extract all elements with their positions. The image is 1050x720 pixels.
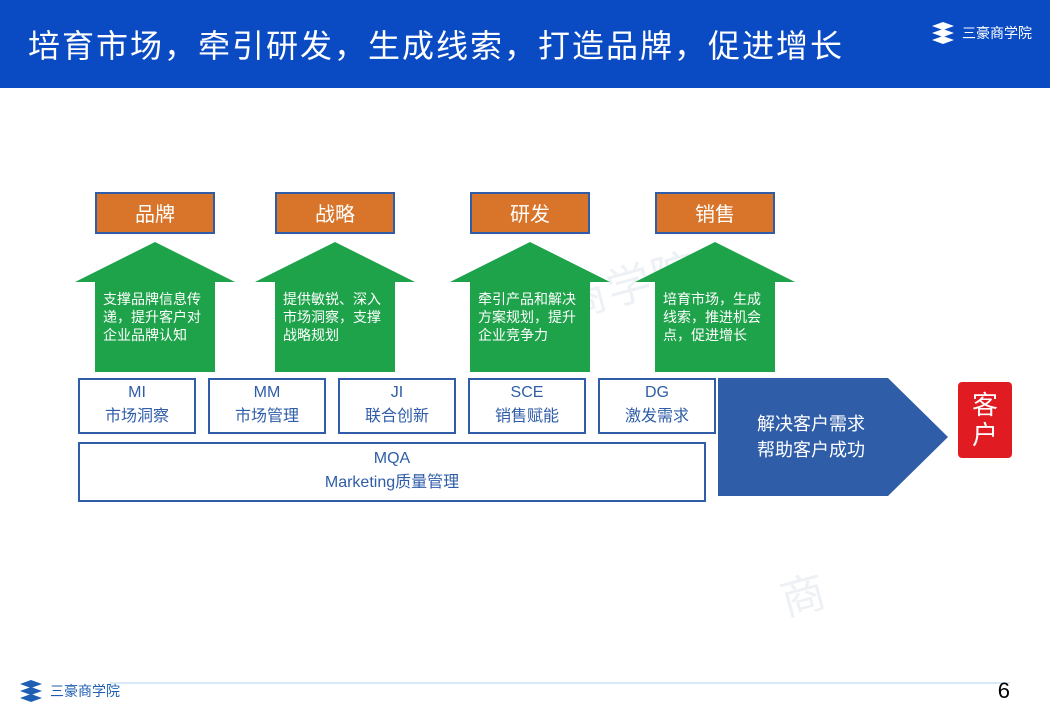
category-box: 销售 bbox=[655, 192, 775, 234]
up-arrow-text: 支撑品牌信息传递，提升客户对企业品牌认知 bbox=[95, 282, 215, 372]
up-arrow: 提供敏锐、深入市场洞察，支撑战略规划 bbox=[255, 242, 415, 372]
footer-logo-text: 三豪商学院 bbox=[50, 681, 120, 701]
page-number: 6 bbox=[998, 678, 1010, 704]
mqa-name: Marketing质量管理 bbox=[80, 468, 704, 492]
function-name: 市场洞察 bbox=[80, 402, 194, 426]
customer-box: 客 户 bbox=[958, 382, 1012, 458]
function-code: MM bbox=[210, 384, 324, 402]
footer-line bbox=[110, 682, 1010, 684]
customer-line1: 客 bbox=[958, 390, 1012, 420]
function-code: SCE bbox=[470, 384, 584, 402]
function-name: 销售赋能 bbox=[470, 402, 584, 426]
footer-logo-icon bbox=[18, 680, 44, 702]
up-arrow: 培育市场，生成线索，推进机会点，促进增长 bbox=[635, 242, 795, 372]
mqa-code: MQA bbox=[80, 450, 704, 468]
big-arrow-label: 解决客户需求 帮助客户成功 bbox=[736, 411, 886, 463]
function-box: MM市场管理 bbox=[208, 378, 326, 434]
function-code: JI bbox=[340, 384, 454, 402]
logo-icon bbox=[930, 22, 956, 44]
category-box: 战略 bbox=[275, 192, 395, 234]
function-box: DG激发需求 bbox=[598, 378, 716, 434]
up-arrow-text: 提供敏锐、深入市场洞察，支撑战略规划 bbox=[275, 282, 395, 372]
mqa-box: MQA Marketing质量管理 bbox=[78, 442, 706, 502]
header-logo: 三豪商学院 bbox=[930, 22, 1032, 44]
up-arrow: 牵引产品和解决方案规划，提升企业竞争力 bbox=[450, 242, 610, 372]
footer-logo: 三豪商学院 bbox=[18, 680, 120, 702]
big-arrow: 解决客户需求 帮助客户成功 bbox=[718, 378, 948, 501]
watermark: 商 bbox=[773, 555, 834, 629]
slide-title: 培育市场，牵引研发，生成线索，打造品牌，促进增长 bbox=[0, 21, 844, 67]
function-name: 市场管理 bbox=[210, 402, 324, 426]
function-code: DG bbox=[600, 384, 714, 402]
up-arrow: 支撑品牌信息传递，提升客户对企业品牌认知 bbox=[75, 242, 235, 372]
function-box: JI联合创新 bbox=[338, 378, 456, 434]
up-arrow-text: 培育市场，生成线索，推进机会点，促进增长 bbox=[655, 282, 775, 372]
slide: 培育市场，牵引研发，生成线索，打造品牌，促进增长 三豪商学院 商学院商 品牌战略… bbox=[0, 0, 1050, 720]
up-arrow-text: 牵引产品和解决方案规划，提升企业竞争力 bbox=[470, 282, 590, 372]
function-box: MI市场洞察 bbox=[78, 378, 196, 434]
big-arrow-line2: 帮助客户成功 bbox=[757, 440, 865, 460]
function-name: 激发需求 bbox=[600, 402, 714, 426]
big-arrow-line1: 解决客户需求 bbox=[757, 414, 865, 434]
category-box: 研发 bbox=[470, 192, 590, 234]
category-box: 品牌 bbox=[95, 192, 215, 234]
function-code: MI bbox=[80, 384, 194, 402]
function-name: 联合创新 bbox=[340, 402, 454, 426]
header-bar: 培育市场，牵引研发，生成线索，打造品牌，促进增长 三豪商学院 bbox=[0, 0, 1050, 88]
function-box: SCE销售赋能 bbox=[468, 378, 586, 434]
customer-line2: 户 bbox=[958, 420, 1012, 450]
header-logo-text: 三豪商学院 bbox=[962, 23, 1032, 43]
